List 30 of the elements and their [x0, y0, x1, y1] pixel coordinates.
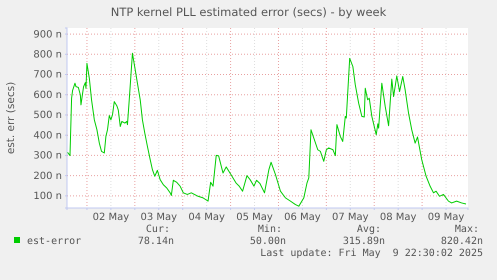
y-tick-label: 900 n [33, 29, 62, 40]
text: Last update: Fri May 9 22:30:02 2025 [260, 248, 483, 259]
y-tick-label: 200 n [33, 170, 62, 182]
text: 315.89n [342, 236, 385, 247]
x-tick-label: 04 May [188, 212, 226, 224]
line-series [67, 52, 467, 207]
y-tick-label: 800 n [33, 49, 62, 60]
y-tick-label: 400 n [33, 130, 62, 142]
y-tick-label: 500 n [33, 110, 62, 122]
x-tick-label: 05 May [236, 212, 273, 224]
y-tick-label: 600 n [33, 90, 62, 101]
text: Cur: [146, 224, 170, 235]
y-axis-title: est. err (secs) [5, 82, 17, 154]
text: Max: [454, 224, 479, 235]
x-tick-label: 09 May [428, 212, 464, 224]
text: 50.00n [250, 236, 286, 247]
text: Avg: [356, 224, 381, 235]
y-tick-label: 300 n [33, 150, 62, 162]
text: Min: [258, 224, 282, 235]
chart-title: NTP kernel PLL estimated error (secs) - by week [110, 5, 387, 19]
x-tick-label: 07 May [332, 212, 369, 224]
text: 820.42n [440, 236, 483, 247]
y-tick-label: 700 n [33, 70, 62, 81]
x-tick-label: 06 May [284, 212, 321, 224]
x-tick-label: 03 May [140, 212, 178, 224]
x-tick-label: 08 May [380, 212, 417, 224]
legend-label: est-error [27, 236, 82, 247]
x-tick-label: 02 May [92, 212, 130, 224]
text: 78.14n [138, 236, 174, 247]
y-tick-label: 100 n [33, 191, 62, 202]
